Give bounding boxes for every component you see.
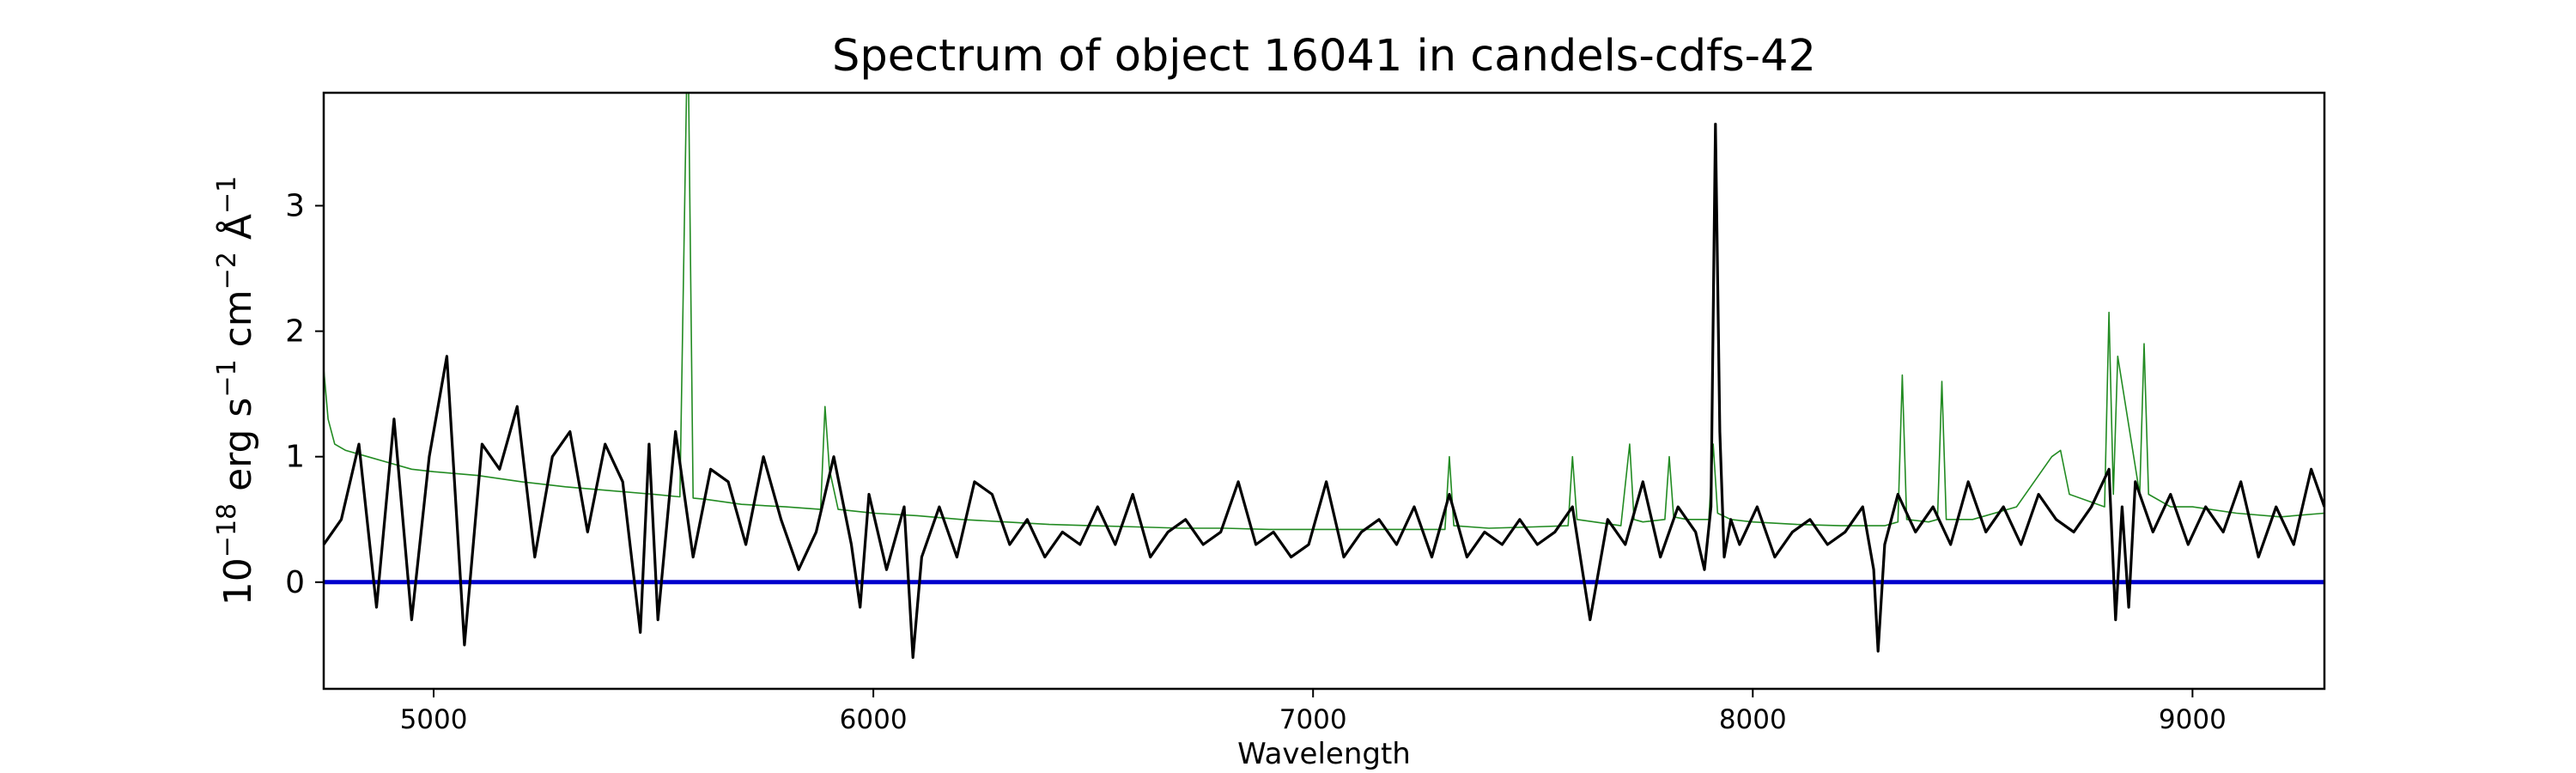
x-axis-label: Wavelength [1237,737,1411,771]
plot-area [324,93,2324,660]
x-tick-label: 8000 [1719,704,1787,735]
y-axis-label-exponent: −2 [212,252,242,289]
x-tick-label: 9000 [2159,704,2227,735]
y-axis-label-exponent: −1 [212,359,242,397]
y-axis-label-part: cm [216,289,260,359]
x-axis: 5000 6000 7000 8000 9000 [400,689,2227,735]
y-axis: 0 1 2 3 [285,188,324,600]
y-tick-label: 1 [285,440,305,475]
y-axis-label-exponent: −1 [212,176,242,214]
chart-title: Spectrum of object 16041 in candels-cdfs… [832,31,1816,82]
x-tick-label: 5000 [400,704,468,735]
y-axis-label-part: erg s [216,398,260,503]
x-tick-label: 6000 [840,704,908,735]
plot-frame [322,91,2326,691]
y-axis-label-part: 10 [216,557,260,606]
y-axis-label-exponent: −18 [212,503,242,557]
y-axis-label-part: Å [215,214,260,252]
x-tick-label: 7000 [1279,704,1347,735]
y-tick-label: 0 [285,565,305,600]
series-line-spectrum [324,122,2324,660]
y-axis-label: 10−18 erg s−1 cm−2 Å−1 [212,176,260,606]
series-line-model [324,93,2324,531]
y-tick-label: 2 [285,314,305,350]
y-tick-label: 3 [285,188,305,223]
